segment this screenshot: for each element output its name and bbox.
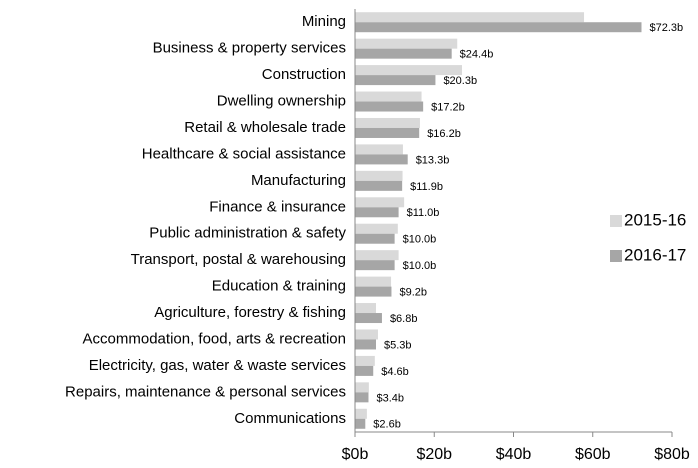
value-label: $16.2b xyxy=(427,128,461,140)
category-label: Healthcare & social assistance xyxy=(142,145,346,162)
value-label: $3.4b xyxy=(376,392,404,404)
category-label: Business & property services xyxy=(153,40,346,57)
category-label: Public administration & safety xyxy=(149,225,346,242)
bar xyxy=(355,75,436,86)
bar xyxy=(355,12,585,23)
category-label: Dwelling ownership xyxy=(217,93,346,110)
bar xyxy=(355,207,399,218)
bar xyxy=(355,144,403,155)
value-label: $9.2b xyxy=(399,287,427,299)
bar xyxy=(355,127,420,138)
category-label: Repairs, maintenance & personal services xyxy=(65,383,346,400)
bar xyxy=(355,418,366,429)
bar xyxy=(355,22,642,33)
bar xyxy=(355,101,424,112)
category-label: Mining xyxy=(302,13,346,30)
category-label: Education & training xyxy=(212,278,346,295)
value-label: $24.4b xyxy=(460,49,494,61)
value-label: $6.8b xyxy=(390,313,418,325)
category-label: Manufacturing xyxy=(251,172,346,189)
bar xyxy=(355,38,458,49)
legend-label: 2015-16 xyxy=(624,210,686,229)
category-label: Agriculture, forestry & fishing xyxy=(154,304,346,321)
x-tick-label: $20b xyxy=(416,446,452,463)
value-label: $10.0b xyxy=(403,234,437,246)
bar xyxy=(355,260,395,271)
value-label: $72.3b xyxy=(649,22,683,34)
category-label: Construction xyxy=(262,66,346,83)
category-label: Finance & insurance xyxy=(209,198,346,215)
bar xyxy=(355,382,369,393)
value-label: $11.9b xyxy=(410,181,443,193)
category-label: Retail & wholesale trade xyxy=(184,119,346,136)
bar xyxy=(355,180,403,191)
bar xyxy=(355,355,375,366)
bar xyxy=(355,276,392,287)
category-label: Communications xyxy=(234,410,346,427)
bar xyxy=(355,392,369,403)
bar xyxy=(355,197,405,208)
bar xyxy=(355,65,462,76)
value-label: $20.3b xyxy=(443,75,477,87)
bar xyxy=(355,117,420,128)
category-label: Electricity, gas, water & waste services xyxy=(89,357,346,374)
x-tick-label: $80b xyxy=(654,446,690,463)
bar xyxy=(355,250,399,261)
bar xyxy=(355,339,377,350)
legend-swatch xyxy=(610,215,622,227)
category-label: Transport, postal & warehousing xyxy=(131,251,346,268)
value-label: $17.2b xyxy=(431,101,465,113)
x-tick-label: $60b xyxy=(575,446,611,463)
bar xyxy=(355,223,398,234)
bar xyxy=(355,286,392,297)
legend-label: 2016-17 xyxy=(624,245,686,264)
bar xyxy=(355,313,382,324)
legend-swatch xyxy=(610,250,622,262)
value-label: $10.0b xyxy=(403,260,437,272)
value-label: $5.3b xyxy=(384,339,412,351)
value-label: $4.6b xyxy=(381,366,409,378)
value-label: $11.0b xyxy=(407,207,440,219)
category-label: Accommodation, food, arts & recreation xyxy=(83,330,346,347)
bar xyxy=(355,91,422,102)
value-label: $13.3b xyxy=(416,154,450,166)
bar xyxy=(355,408,367,419)
x-tick-label: $40b xyxy=(496,446,532,463)
bar xyxy=(355,48,452,59)
bar xyxy=(355,329,378,340)
bar xyxy=(355,365,374,376)
bar xyxy=(355,170,403,181)
value-label: $2.6b xyxy=(373,419,401,431)
bar xyxy=(355,233,395,244)
bar xyxy=(355,303,377,314)
bar xyxy=(355,154,408,165)
x-tick-label: $0b xyxy=(342,446,369,463)
